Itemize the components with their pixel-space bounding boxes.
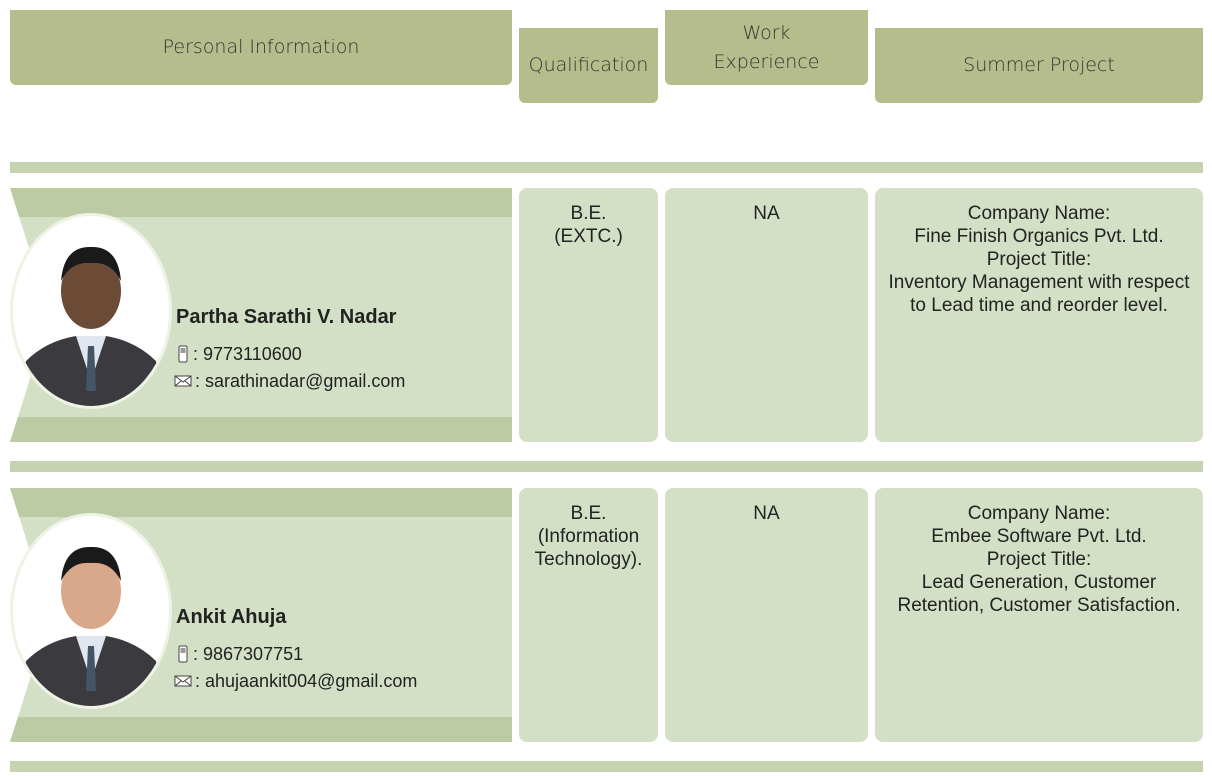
summer-project-cell: Company Name: Embee Software Pvt. Ltd. Pro… xyxy=(875,488,1203,742)
project: Lead Generation, Customer Retention, Cus… xyxy=(897,572,1181,616)
column-header: Qualification xyxy=(519,28,658,103)
person-name: Ankit Ahuja xyxy=(176,606,287,628)
qualification-line: (Information xyxy=(537,526,640,547)
mail-icon xyxy=(174,675,192,687)
qualification-cell: B.E. (Information Technology). xyxy=(519,488,658,742)
phone-icon xyxy=(178,345,188,363)
company-label: Company Name: xyxy=(967,503,1111,524)
panel-band xyxy=(10,488,512,517)
work-experience-cell: NA xyxy=(665,488,868,742)
summer-project-cell: Company Name: Fine Finish Organics Pvt. L… xyxy=(875,188,1203,442)
company: Fine Finish Organics Pvt. Ltd. xyxy=(914,226,1164,247)
column-header: Personal Information xyxy=(10,10,512,85)
separator xyxy=(10,162,1203,173)
email: : ahujaankit004@gmail.com xyxy=(195,670,418,691)
separator xyxy=(10,761,1203,772)
phone-icon xyxy=(178,645,188,663)
work-experience-cell: NA xyxy=(665,188,868,442)
column-header: Summer Project xyxy=(875,28,1203,103)
phone-row: : 9867307751 xyxy=(176,641,303,667)
phone-row: : 9773110600 xyxy=(176,341,302,367)
company: Embee Software Pvt. Ltd. xyxy=(931,526,1147,547)
qualification-cell: B.E. (EXTC.) xyxy=(519,188,658,442)
email-row: : sarathinadar@gmail.com xyxy=(174,368,405,394)
qualification-line: B.E. xyxy=(570,203,607,224)
phone: : 9773110600 xyxy=(193,343,302,364)
project-label: Project Title: xyxy=(986,249,1092,270)
qualification-line: (EXTC.) xyxy=(554,226,623,247)
photo xyxy=(10,213,172,409)
column-header: Work Experience xyxy=(665,10,868,85)
panel-band xyxy=(10,417,512,442)
project: Inventory Management with respect to Lea… xyxy=(888,272,1190,316)
person-name: Partha Sarathi V. Nadar xyxy=(176,306,397,328)
photo xyxy=(10,513,172,709)
phone: : 9867307751 xyxy=(193,643,304,664)
qualification-line: B.E. xyxy=(570,503,607,524)
project-label: Project Title: xyxy=(986,549,1092,570)
qualification-line: Technology). xyxy=(534,549,643,570)
mail-icon xyxy=(174,375,192,387)
panel-band xyxy=(10,188,512,217)
separator xyxy=(10,461,1203,472)
panel-band xyxy=(10,717,512,742)
email: : sarathinadar@gmail.com xyxy=(195,370,406,391)
email-row: : ahujaankit004@gmail.com xyxy=(174,668,417,694)
company-label: Company Name: xyxy=(967,203,1111,224)
